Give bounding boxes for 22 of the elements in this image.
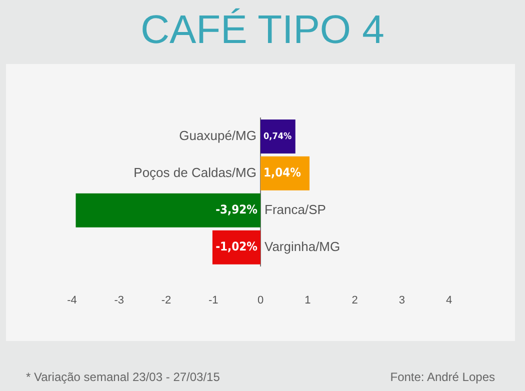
x-tick-label: 3	[398, 294, 405, 306]
data-label: -3,92%	[216, 202, 258, 216]
bar	[260, 119, 296, 154]
y-tick-label: Poços de Caldas/MG	[134, 165, 256, 180]
x-tick-label: 2	[352, 294, 358, 306]
data-label: 1,04%	[264, 166, 302, 180]
x-tick-label: -1	[208, 294, 218, 306]
x-tick-label: -3	[114, 294, 124, 306]
x-tick-label: 4	[446, 294, 452, 306]
x-tick-label: -2	[161, 294, 172, 306]
text: * Variação semanal 23/03 - 27/03/15	[26, 370, 220, 384]
source-note: Fonte: André Lopes	[390, 370, 495, 384]
data-label: 0,74%	[264, 132, 292, 142]
y-tick-label: Guaxupé/MG	[179, 128, 256, 144]
bar	[76, 193, 260, 228]
y-tick-label: Varginha/MG	[264, 238, 340, 254]
chart-title: CAFÉ TIPO 4	[140, 7, 386, 54]
x-tick-label: 0	[257, 294, 264, 306]
y-tick-label: Franca/SP	[264, 202, 326, 217]
x-tick-label: -4	[67, 294, 77, 306]
x-tick-label: 1	[304, 294, 311, 306]
data-label: -1,02%	[216, 239, 258, 254]
